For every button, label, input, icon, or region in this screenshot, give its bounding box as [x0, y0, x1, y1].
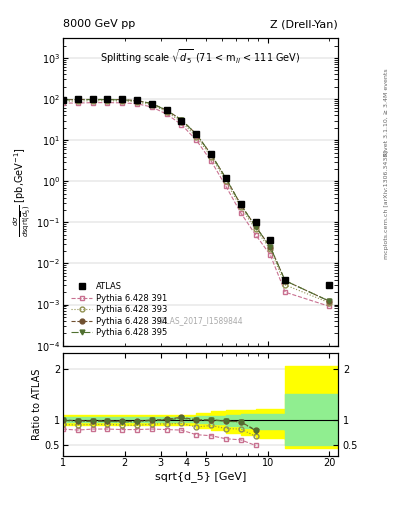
- Text: Z (Drell-Yan): Z (Drell-Yan): [270, 19, 338, 29]
- X-axis label: sqrt{d_5} [GeV]: sqrt{d_5} [GeV]: [155, 471, 246, 482]
- Text: mcplots.cern.ch [arXiv:1306.3438]: mcplots.cern.ch [arXiv:1306.3438]: [384, 151, 389, 259]
- Text: ATLAS_2017_I1589844: ATLAS_2017_I1589844: [157, 316, 244, 326]
- Text: Rivet 3.1.10, ≥ 3.4M events: Rivet 3.1.10, ≥ 3.4M events: [384, 69, 389, 157]
- Legend: ATLAS, Pythia 6.428 391, Pythia 6.428 393, Pythia 6.428 394, Pythia 6.428 395: ATLAS, Pythia 6.428 391, Pythia 6.428 39…: [67, 278, 172, 342]
- Text: 8000 GeV pp: 8000 GeV pp: [63, 19, 135, 29]
- Y-axis label: $\frac{d\sigma}{d\mathrm{sqrt}(\overline{d}_5)}$ [pb,GeV$^{-1}$]: $\frac{d\sigma}{d\mathrm{sqrt}(\overline…: [12, 147, 33, 237]
- Y-axis label: Ratio to ATLAS: Ratio to ATLAS: [32, 369, 42, 440]
- Text: Splitting scale $\sqrt{d_5}$ (71 < m$_{ll}$ < 111 GeV): Splitting scale $\sqrt{d_5}$ (71 < m$_{l…: [100, 48, 301, 67]
